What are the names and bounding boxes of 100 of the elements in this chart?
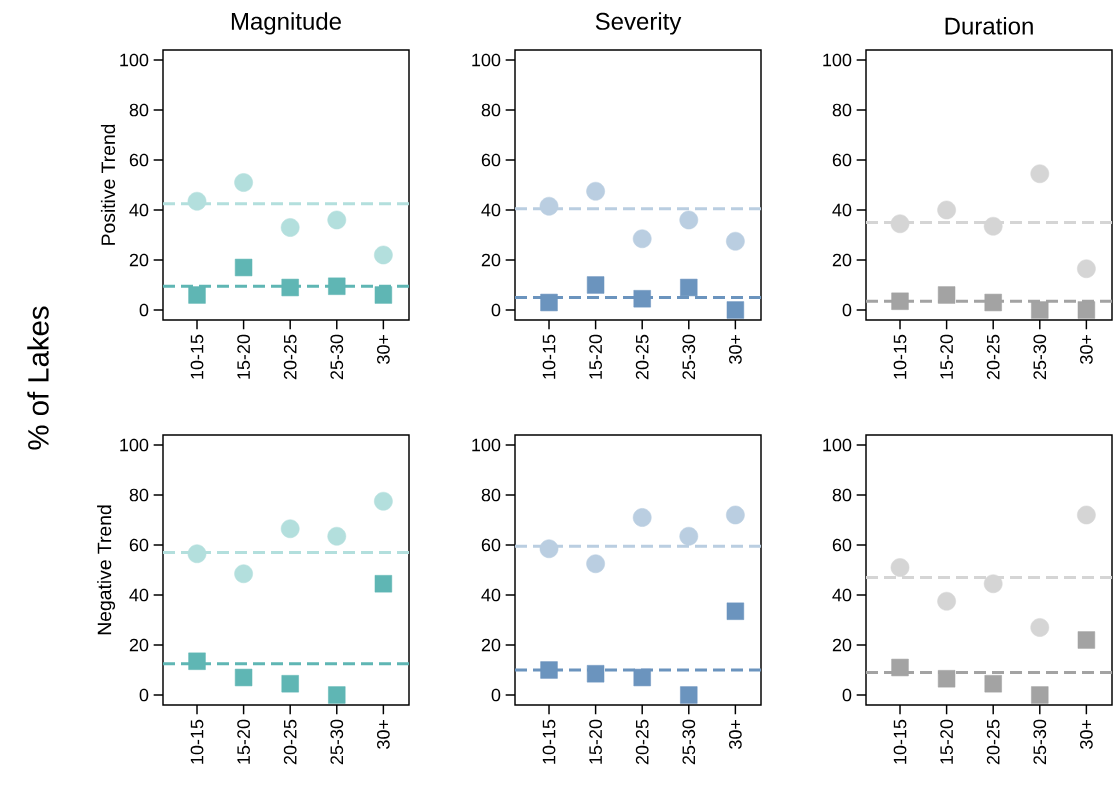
point <box>726 505 745 525</box>
point <box>586 276 605 294</box>
x-tick-label: 30+ <box>1080 719 1093 749</box>
x-tick-label: 10-15 <box>893 719 907 764</box>
y-axis-title: Negative Trend <box>97 505 116 635</box>
point <box>188 652 206 670</box>
point <box>890 558 910 577</box>
point <box>680 686 698 704</box>
x-tick-label: 15-20 <box>940 334 953 379</box>
x-tick-label: 25-30 <box>682 334 696 380</box>
point <box>1077 259 1096 279</box>
point <box>539 539 559 559</box>
point <box>234 668 253 687</box>
x-tick-label: 10-15 <box>190 334 204 379</box>
y-tick-label: 80 <box>481 488 501 502</box>
point <box>586 181 605 201</box>
y-tick-label: 0 <box>491 303 501 317</box>
y-tick-label: 100 <box>472 438 501 452</box>
y-tick-label: 60 <box>481 153 501 167</box>
y-tick-label: 60 <box>129 153 149 167</box>
point <box>280 218 300 237</box>
point <box>187 191 207 211</box>
point <box>632 508 652 527</box>
point <box>1077 631 1096 649</box>
y-axis-title: Positive Trend <box>100 124 116 245</box>
x-tick-label: 10-15 <box>893 334 907 379</box>
point <box>680 278 698 297</box>
chart-title: Duration <box>945 16 1033 35</box>
point <box>633 668 651 687</box>
x-tick-label: 30+ <box>377 719 390 749</box>
point <box>679 210 699 230</box>
x-tick-label: 15-20 <box>940 719 953 764</box>
x-tick-label: 20-25 <box>635 719 649 765</box>
y-tick-label: 80 <box>129 488 149 502</box>
point <box>632 229 652 249</box>
y-tick-label: 80 <box>129 103 149 117</box>
point <box>586 665 605 683</box>
x-tick-label: 20-25 <box>283 719 297 765</box>
x-tick-label: 20-25 <box>635 334 649 380</box>
y-tick-label: 20 <box>481 638 501 652</box>
point <box>1030 164 1050 184</box>
x-tick-label: 20-25 <box>283 334 297 380</box>
point <box>281 278 299 297</box>
point <box>937 670 956 688</box>
point <box>281 675 299 693</box>
y-tick-label: 60 <box>832 153 852 167</box>
point <box>374 245 393 265</box>
point <box>1031 301 1049 319</box>
x-tick-label: 15-20 <box>237 719 250 764</box>
y-tick-label: 20 <box>832 253 852 267</box>
point <box>937 591 956 611</box>
point <box>187 544 207 564</box>
y-tick-label: 100 <box>120 53 149 67</box>
x-tick-label: 25-30 <box>682 719 696 765</box>
y-tick-label: 60 <box>129 538 149 552</box>
point <box>234 564 253 584</box>
x-tick-label: 30+ <box>729 719 742 749</box>
x-tick-label: 25-30 <box>1033 719 1047 765</box>
point <box>1077 505 1096 525</box>
point <box>280 519 300 539</box>
point <box>374 286 393 304</box>
x-tick-label: 10-15 <box>542 719 556 764</box>
y-tick-label: 20 <box>481 253 501 267</box>
point <box>983 216 1003 236</box>
point <box>937 200 956 220</box>
point <box>327 526 347 546</box>
point <box>1077 301 1096 319</box>
y-tick-label: 0 <box>842 303 852 317</box>
point <box>374 491 393 511</box>
point <box>188 286 206 304</box>
point <box>891 292 909 310</box>
x-tick-label: 10-15 <box>190 719 204 764</box>
y-tick-label: 60 <box>832 538 852 552</box>
x-tick-label: 15-20 <box>589 719 602 764</box>
point <box>890 214 910 234</box>
point <box>984 675 1002 693</box>
y-tick-label: 100 <box>472 53 501 67</box>
y-tick-label: 40 <box>832 203 852 217</box>
y-tick-label: 100 <box>823 438 852 452</box>
point <box>726 301 745 319</box>
y-tick-label: 0 <box>842 688 852 702</box>
x-tick-label: 20-25 <box>986 334 1000 380</box>
point <box>374 575 393 593</box>
point <box>586 554 605 574</box>
x-tick-label: 10-15 <box>542 334 556 379</box>
y-tick-label: 100 <box>120 438 149 452</box>
x-tick-label: 30+ <box>377 334 390 364</box>
point <box>234 258 253 277</box>
x-tick-label: 20-25 <box>986 719 1000 765</box>
point <box>726 602 745 620</box>
chart-title: Magnitude <box>231 12 341 35</box>
y-tick-label: 0 <box>139 688 149 702</box>
y-tick-label: 20 <box>832 638 852 652</box>
point <box>1030 618 1050 637</box>
y-tick-label: 40 <box>129 203 149 217</box>
y-tick-label: 20 <box>129 253 149 267</box>
y-tick-label: 20 <box>129 638 149 652</box>
x-tick-label: 30+ <box>1080 334 1093 364</box>
x-tick-label: 15-20 <box>237 334 250 379</box>
x-tick-label: 25-30 <box>1033 334 1047 380</box>
